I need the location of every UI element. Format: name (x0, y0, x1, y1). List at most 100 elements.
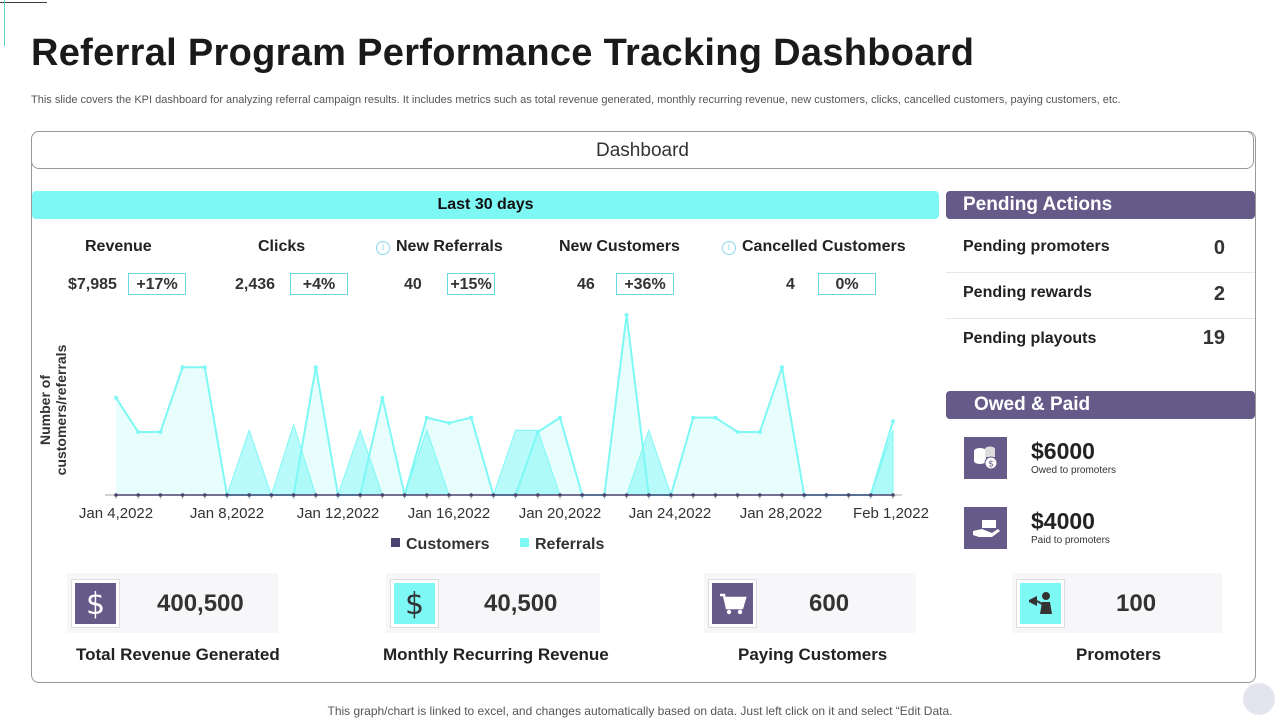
svg-text:$: $ (988, 460, 994, 470)
x-tick-label: Jan 8,2022 (190, 505, 264, 522)
metric-value: 100 (1116, 590, 1157, 617)
data-point-customers (158, 493, 163, 497)
period-bar: Last 30 days (32, 191, 939, 219)
data-point-customers (180, 493, 185, 497)
legend-label-referrals: Referrals (535, 536, 605, 553)
data-point-customers (780, 493, 784, 497)
kpi-label-new-customers: New Customers (559, 238, 680, 255)
data-point-customers (602, 493, 607, 497)
x-tick-label: Jan 16,2022 (408, 505, 491, 522)
data-point-customers (735, 493, 740, 497)
data-point-referrals (424, 415, 429, 420)
data-point-referrals (891, 419, 895, 424)
data-point-referrals (757, 430, 762, 434)
metric-label: Total Revenue Generated (76, 645, 280, 664)
data-point-customers (358, 493, 363, 497)
kpi-label-new-referrals: i New Referrals (376, 238, 503, 256)
data-point-referrals (447, 421, 451, 425)
kpi-label-revenue: Revenue (85, 238, 152, 255)
kpi-value-new-customers: 46 (577, 276, 595, 293)
kpi-label-cancelled-customers-text: Cancelled Customers (742, 238, 906, 255)
cart-icon (708, 579, 757, 628)
x-tick-label: Jan 28,2022 (740, 505, 823, 522)
chart-y-axis-label: Number of customers/referrals (37, 344, 69, 476)
corner-decoration-accent (4, 0, 5, 46)
data-point-customers (114, 493, 118, 497)
kpi-value-new-referrals: 40 (404, 276, 422, 293)
metric-label: Monthly Recurring Revenue (383, 645, 609, 664)
data-point-referrals (713, 415, 718, 420)
kpi-change-clicks: +4% (290, 273, 348, 295)
data-point-referrals (691, 415, 696, 420)
data-point-customers (846, 493, 851, 497)
data-point-customers (536, 493, 540, 497)
data-point-customers (758, 493, 762, 497)
info-icon[interactable]: i (722, 241, 736, 255)
data-point-referrals (558, 415, 562, 420)
data-point-customers (802, 493, 806, 497)
pending-label: Pending promoters (963, 238, 1110, 255)
data-point-customers (558, 493, 562, 497)
data-point-referrals (735, 430, 740, 434)
svg-text:$: $ (405, 587, 424, 622)
metric-value: 40,500 (484, 590, 558, 617)
kpi-change-revenue: +17% (128, 273, 186, 295)
referrals-area-chart[interactable]: Jan 4,2022 Jan 8,2022 Jan 12,2022 Jan 16,20… (0, 300, 940, 535)
data-point-customers (291, 493, 296, 497)
metric-value: 600 (809, 590, 850, 617)
pending-value: 0 (1213, 237, 1225, 259)
kpi-label-new-referrals-text: New Referrals (396, 238, 503, 255)
hand-money-icon (964, 507, 1007, 549)
pending-row: Pending rewards 2 (946, 272, 1255, 319)
paid-label: Paid to promoters (1031, 535, 1110, 546)
data-point-customers (513, 493, 518, 497)
data-point-customers (580, 493, 584, 497)
data-point-customers (136, 493, 140, 497)
data-point-referrals (202, 365, 207, 370)
kpi-change-new-referrals: +15% (447, 273, 495, 295)
data-point-customers (669, 493, 673, 497)
x-tick-label: Jan 4,2022 (79, 505, 153, 522)
pending-value: 2 (1213, 283, 1225, 305)
data-point-customers (247, 493, 251, 497)
pending-label: Pending playouts (963, 330, 1097, 347)
svg-text:$: $ (86, 587, 105, 622)
page-subtitle: This slide covers the KPI dashboard for … (31, 94, 1121, 106)
data-point-customers (469, 493, 474, 497)
metric-label: Promoters (1076, 645, 1162, 664)
pending-row: Pending playouts 19 (946, 318, 1255, 364)
data-point-referrals (624, 313, 629, 317)
legend-label-customers: Customers (406, 536, 490, 553)
dollar-icon: $ (390, 579, 439, 628)
x-tick-label: Jan 20,2022 (519, 505, 602, 522)
owed-paid-header: Owed & Paid (946, 391, 1255, 419)
data-point-customers (891, 493, 895, 497)
data-point-referrals (380, 395, 385, 400)
pending-row: Pending promoters 0 (946, 226, 1255, 273)
data-point-customers (491, 493, 496, 497)
x-tick-label: Jan 12,2022 (297, 505, 380, 522)
data-point-customers (402, 493, 407, 497)
legend-swatch-customers (391, 538, 400, 547)
data-point-customers (203, 493, 207, 497)
kpi-change-new-customers: +36% (616, 273, 674, 295)
footer-note: This graph/chart is linked to excel, and… (327, 704, 953, 718)
data-point-customers (269, 493, 274, 497)
legend-item-customers: Customers (391, 536, 490, 554)
owed-label: Owed to promoters (1031, 465, 1117, 476)
data-point-customers (336, 493, 340, 497)
owed-amount: $6000 (1031, 438, 1095, 464)
data-point-referrals (780, 365, 784, 370)
pending-actions-header: Pending Actions (946, 191, 1255, 219)
data-point-customers (314, 493, 318, 497)
promoter-icon (1016, 579, 1065, 628)
data-point-customers (869, 493, 873, 497)
info-icon[interactable]: i (376, 241, 390, 255)
pending-value: 19 (1202, 327, 1225, 349)
kpi-label-cancelled-customers: i Cancelled Customers (722, 238, 906, 256)
data-point-customers (713, 493, 718, 497)
metric-label: Paying Customers (738, 645, 888, 664)
dollar-icon: $ (71, 579, 120, 628)
data-point-referrals (313, 365, 318, 370)
slide-corner-circle (1243, 683, 1275, 715)
